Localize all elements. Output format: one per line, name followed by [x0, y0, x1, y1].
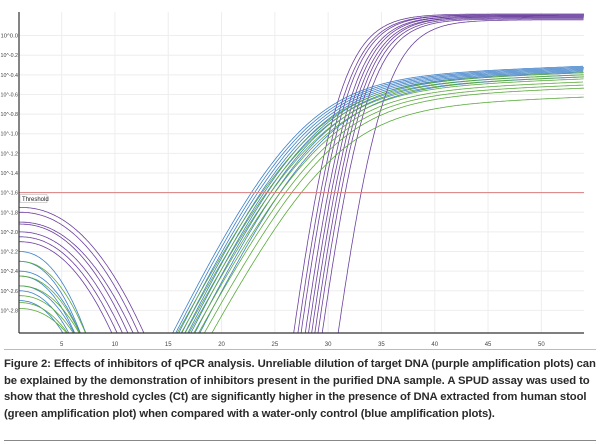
- blue-early-curve: [19, 275, 76, 333]
- y-tick-label: 10^-2.4: [1, 269, 19, 275]
- threshold-label: Threshold: [22, 197, 49, 203]
- y-tick-label: 10^-0.6: [1, 92, 19, 98]
- purple-early-curve: [19, 206, 145, 333]
- y-tick-label: 10^-2.0: [1, 230, 19, 236]
- y-tick-label: 10^-2.6: [1, 289, 19, 295]
- green-early-curve: [19, 308, 68, 333]
- x-tick-label: 30: [325, 342, 332, 348]
- x-tick-label: 15: [165, 342, 172, 348]
- y-tick-label: 10^-1.6: [1, 191, 19, 197]
- green-amplification-curve: [198, 84, 584, 333]
- y-tick-label: 10^-0.2: [1, 53, 19, 59]
- green-amplification-curve: [203, 87, 584, 333]
- y-tick-label: 10^-1.0: [1, 132, 19, 138]
- x-tick-label: 10: [112, 342, 119, 348]
- green-amplification-curve: [211, 96, 584, 333]
- curves-group: [19, 13, 584, 333]
- green-amplification-curve: [188, 78, 584, 333]
- purple-early-curve: [19, 221, 134, 333]
- purple-amplification-curve: [321, 18, 584, 333]
- purple-amplification-curve: [293, 13, 584, 333]
- green-early-curve: [19, 285, 80, 333]
- purple-early-curve: [19, 236, 118, 333]
- x-tick-label: 35: [378, 342, 385, 348]
- x-tick-label: 5: [60, 342, 64, 348]
- blue-amplification-curve: [184, 70, 584, 333]
- y-tick-label: 10^-1.4: [1, 171, 19, 177]
- x-tick-label: 20: [218, 342, 225, 348]
- x-tick-label: 40: [431, 342, 438, 348]
- blue-amplification-curve: [175, 66, 584, 333]
- purple-amplification-curve: [317, 17, 584, 333]
- purple-early-curve: [19, 211, 139, 333]
- caption-bottom-divider: [4, 440, 596, 441]
- green-amplification-curve: [193, 81, 583, 333]
- y-tick-label: 10^-1.8: [1, 210, 19, 216]
- purple-amplification-curve: [337, 19, 584, 333]
- green-early-curve: [19, 275, 81, 333]
- y-tick-label: 10^-1.2: [1, 151, 19, 157]
- purple-amplification-curve: [304, 15, 584, 333]
- caption-top-divider: [4, 349, 596, 350]
- blue-amplification-curve: [181, 69, 584, 333]
- x-tick-label: 25: [272, 342, 279, 348]
- y-tick-label: 10^0.0: [1, 34, 19, 40]
- y-tick-label: 10^-0.4: [1, 73, 19, 79]
- green-amplification-curve: [176, 72, 584, 333]
- blue-early-curve: [19, 290, 70, 333]
- purple-amplification-curve: [308, 15, 584, 333]
- figure-caption: Figure 2: Effects of inhibitors of qPCR …: [4, 358, 596, 420]
- x-tick-label: 50: [538, 342, 545, 348]
- green-early-curve: [19, 302, 69, 333]
- blue-amplification-curve: [172, 65, 583, 333]
- purple-early-curve: [19, 231, 123, 333]
- x-tick-label: 45: [485, 342, 492, 348]
- blue-early-curve: [19, 251, 87, 333]
- green-amplification-curve: [184, 76, 584, 333]
- y-tick-label: 10^-2.8: [1, 308, 19, 314]
- blue-early-curve: [19, 270, 81, 333]
- green-early-curve: [19, 260, 86, 333]
- y-tick-label: 10^-2.2: [1, 250, 19, 256]
- y-tick-label: 10^-0.8: [1, 112, 19, 118]
- blue-amplification-curve: [178, 68, 584, 333]
- green-early-curve: [19, 295, 74, 333]
- purple-early-curve: [19, 223, 129, 333]
- green-amplification-curve: [180, 74, 584, 333]
- purple-amplification-curve: [297, 14, 584, 333]
- threshold-label-box: [19, 194, 48, 203]
- purple-amplification-curve: [314, 16, 584, 333]
- purple-early-curve: [19, 241, 113, 333]
- amplification-chart: 5 10 15 20 25 30 35 40 45 50 10^0.0 10^-0.2 10^-0.4 1…: [1, 12, 584, 348]
